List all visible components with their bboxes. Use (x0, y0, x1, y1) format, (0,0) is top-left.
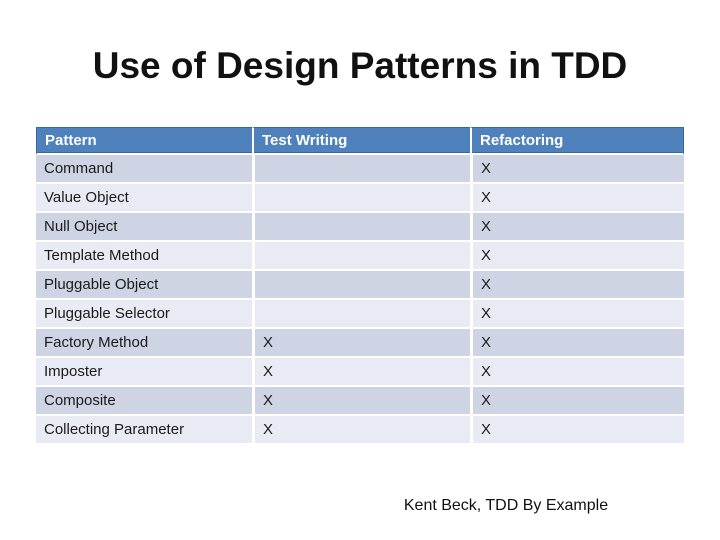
test-writing-cell (252, 271, 470, 300)
table-row: Imposter X X (36, 358, 684, 387)
table-row: Null Object X (36, 213, 684, 242)
table-row: Composite X X (36, 387, 684, 416)
test-writing-cell: X (252, 329, 470, 358)
patterns-table: Pattern Test Writing Refactoring Command… (36, 127, 684, 445)
pattern-cell: Value Object (36, 184, 252, 213)
table-row: Pluggable Selector X (36, 300, 684, 329)
pattern-cell: Composite (36, 387, 252, 416)
refactoring-cell: X (470, 242, 684, 271)
refactoring-cell: X (470, 271, 684, 300)
test-writing-cell (252, 213, 470, 242)
pattern-cell: Collecting Parameter (36, 416, 252, 445)
refactoring-cell: X (470, 416, 684, 445)
refactoring-cell: X (470, 329, 684, 358)
test-writing-cell: X (252, 416, 470, 445)
test-writing-cell (252, 300, 470, 329)
table-row: Value Object X (36, 184, 684, 213)
refactoring-cell: X (470, 184, 684, 213)
refactoring-cell: X (470, 387, 684, 416)
column-header-test-writing: Test Writing (252, 127, 470, 155)
table-row: Pluggable Object X (36, 271, 684, 300)
pattern-cell: Pluggable Object (36, 271, 252, 300)
table-row: Factory Method X X (36, 329, 684, 358)
test-writing-cell (252, 155, 470, 184)
table-row: Command X (36, 155, 684, 184)
refactoring-cell: X (470, 358, 684, 387)
pattern-cell: Command (36, 155, 252, 184)
pattern-cell: Null Object (36, 213, 252, 242)
column-header-refactoring: Refactoring (470, 127, 684, 155)
pattern-cell: Imposter (36, 358, 252, 387)
table-header-row: Pattern Test Writing Refactoring (36, 127, 684, 155)
pattern-cell: Factory Method (36, 329, 252, 358)
pattern-cell: Template Method (36, 242, 252, 271)
table-row: Collecting Parameter X X (36, 416, 684, 445)
refactoring-cell: X (470, 155, 684, 184)
citation-text: Kent Beck, TDD By Example (403, 497, 609, 514)
refactoring-cell: X (470, 300, 684, 329)
test-writing-cell: X (252, 387, 470, 416)
slide-title: Use of Design Patterns in TDD (92, 45, 628, 86)
pattern-cell: Pluggable Selector (36, 300, 252, 329)
table-row: Template Method X (36, 242, 684, 271)
column-header-pattern: Pattern (36, 127, 252, 155)
refactoring-cell: X (470, 213, 684, 242)
test-writing-cell (252, 184, 470, 213)
test-writing-cell: X (252, 358, 470, 387)
test-writing-cell (252, 242, 470, 271)
